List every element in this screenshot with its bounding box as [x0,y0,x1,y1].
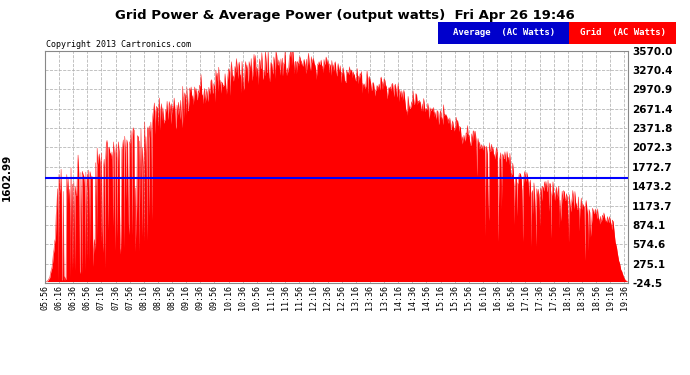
Text: Average  (AC Watts): Average (AC Watts) [453,28,555,37]
Text: Grid Power & Average Power (output watts)  Fri Apr 26 19:46: Grid Power & Average Power (output watts… [115,9,575,22]
Text: 1602.99: 1602.99 [2,154,12,201]
Text: Copyright 2013 Cartronics.com: Copyright 2013 Cartronics.com [46,40,191,49]
Text: Grid  (AC Watts): Grid (AC Watts) [580,28,666,37]
